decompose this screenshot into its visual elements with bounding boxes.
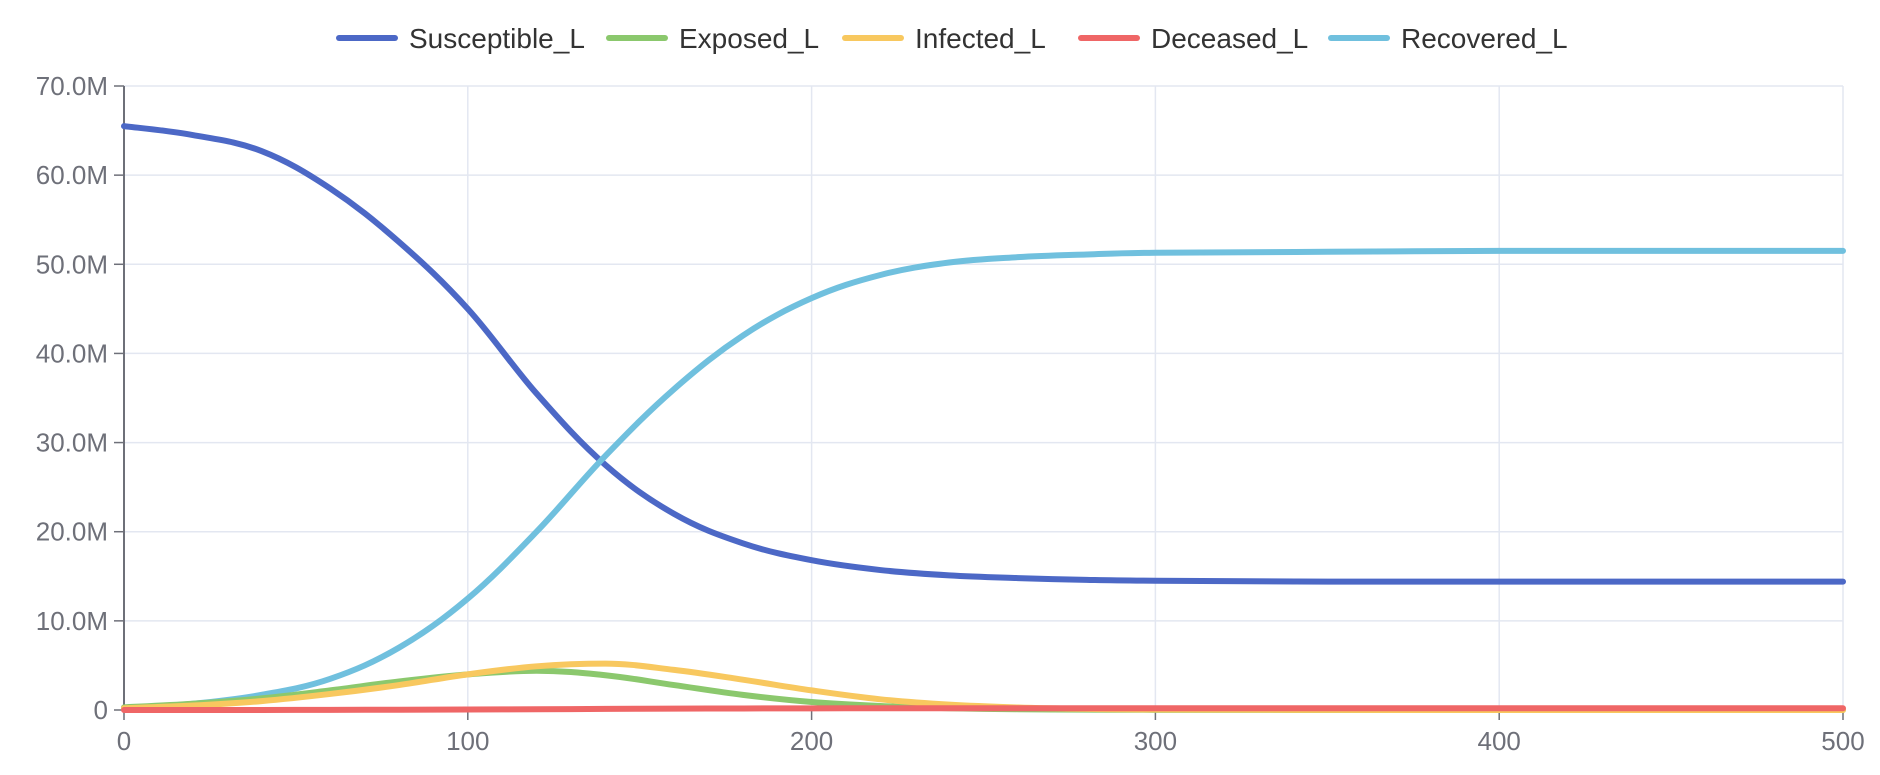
legend[interactable]: Susceptible_L Exposed_L Infected_L Deceased…: [336, 23, 1568, 54]
legend-item-deceased-l[interactable]: Deceased_L: [1078, 23, 1308, 54]
legend-item-recovered-l[interactable]: Recovered_L: [1328, 23, 1568, 54]
x-tick-label: 400: [1478, 726, 1521, 756]
y-tick-label: 10.0M: [36, 606, 108, 636]
y-tick-label: 20.0M: [36, 517, 108, 547]
x-tick-label: 500: [1821, 726, 1864, 756]
series-line-susceptible-l[interactable]: [121, 123, 1846, 585]
axes: 0 10.0M 20.0M 30.0M 40.0M 50.0M 60.0M 70.0M 0 100…: [36, 71, 1865, 756]
series-line-infected-l[interactable]: [121, 660, 1846, 714]
series-line-recovered-l[interactable]: [121, 247, 1846, 712]
series-line-deceased-l[interactable]: [121, 705, 1846, 713]
y-tick-label: 0: [94, 695, 108, 725]
x-tick-label: 0: [117, 726, 131, 756]
legend-item-exposed-l[interactable]: Exposed_L: [606, 23, 819, 54]
legend-label: Susceptible_L: [409, 23, 585, 54]
x-tick-label: 100: [446, 726, 489, 756]
legend-label: Infected_L: [915, 23, 1046, 54]
x-tick-label: 200: [790, 726, 833, 756]
x-tick-label: 300: [1134, 726, 1177, 756]
y-tick-label: 60.0M: [36, 160, 108, 190]
legend-label: Recovered_L: [1401, 23, 1568, 54]
legend-item-infected-l[interactable]: Infected_L: [842, 23, 1046, 54]
legend-item-susceptible-l[interactable]: Susceptible_L: [336, 23, 585, 54]
legend-label: Deceased_L: [1151, 23, 1308, 54]
series-lines: [121, 123, 1846, 714]
y-tick-label: 40.0M: [36, 338, 108, 368]
legend-label: Exposed_L: [679, 23, 819, 54]
y-tick-label: 30.0M: [36, 428, 108, 458]
y-tick-label: 70.0M: [36, 71, 108, 101]
grid: [124, 85, 1844, 710]
y-tick-label: 50.0M: [36, 249, 108, 279]
